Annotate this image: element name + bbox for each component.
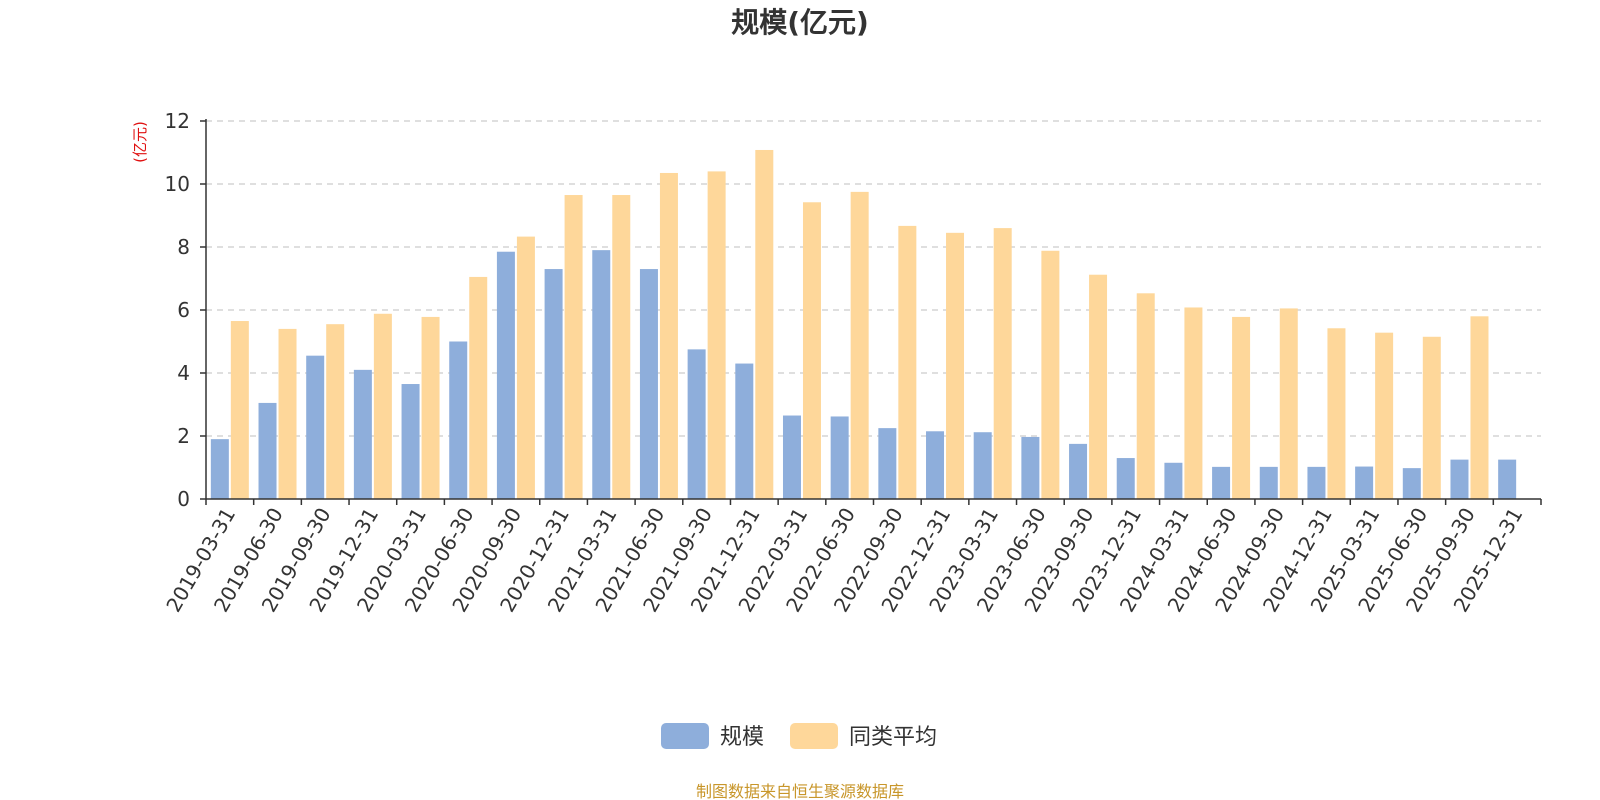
legend-swatch-scale [661,723,709,749]
y-tick-label: 0 [177,487,190,511]
chart-title: 规模(亿元) [731,6,869,39]
bar-peer-average [1470,316,1489,499]
bar-peer-average [1327,328,1346,499]
bar-scale [1307,466,1326,499]
bar-peer-average [850,191,869,499]
data-source-note: 制图数据来自恒生聚源数据库 [696,782,904,800]
bar-peer-average [1232,316,1251,499]
bar-scale [210,439,229,499]
y-axis-unit-label: (亿元) [131,121,149,163]
bar-scale [830,416,849,499]
bar-scale [353,369,372,499]
bar-scale [973,432,992,499]
bar-scale [782,415,801,499]
bar-peer-average [469,276,488,499]
bar-peer-average [230,321,249,499]
y-tick-label: 10 [165,172,190,196]
bar-peer-average [278,328,297,499]
bar-peer-average [993,228,1012,499]
x-axis-ticks: 2019-03-312019-06-302019-09-302019-12-31… [161,499,1542,616]
bar-scale [1164,462,1183,499]
bar-scale [449,341,468,499]
bar-scale [1402,468,1421,499]
bar-scale [1212,466,1231,499]
bar-peer-average [564,195,583,499]
bar-scale [258,402,277,499]
bar-peer-average [612,195,631,499]
bar-peer-average [659,172,678,499]
bar-scale [1116,458,1135,499]
bar-scale [1069,443,1088,499]
bar-peer-average [707,171,726,499]
bar-peer-average [1422,336,1441,499]
y-tick-label: 2 [177,424,190,448]
y-tick-label: 12 [165,109,190,133]
bar-scale [639,269,658,499]
bar-scale [306,355,325,499]
bar-scale [1498,459,1517,499]
bars [210,149,1517,500]
bar-scale [926,431,945,499]
bar-peer-average [755,149,774,500]
y-tick-label: 8 [177,235,190,259]
bar-peer-average [1184,307,1203,499]
bar-scale [687,349,706,499]
bar-scale [1021,436,1040,499]
bar-scale [496,251,515,499]
bar-peer-average [898,225,917,499]
bar-peer-average [516,236,535,500]
legend: 规模 同类平均 [661,723,937,750]
bar-peer-average [373,313,392,499]
bar-scale [878,428,897,499]
bar-scale [592,250,611,499]
y-axis-ticks: 0 2 4 6 8 10 12 [165,109,206,511]
bar-scale [1355,466,1374,499]
bar-peer-average [421,316,440,499]
bar-peer-average [326,324,345,499]
bar-peer-average [946,232,965,499]
bar-peer-average [1041,250,1060,499]
bar-scale [735,363,754,499]
legend-label-scale: 规模 [720,725,764,750]
y-tick-label: 6 [177,298,190,322]
bar-peer-average [1279,308,1298,499]
bar-peer-average [1375,332,1394,499]
bar-scale [1259,466,1278,499]
legend-label-peer-average: 同类平均 [849,725,937,750]
bar-scale [1450,459,1469,499]
y-tick-label: 4 [177,361,190,385]
legend-swatch-peer-average [790,723,838,749]
bar-scale [401,384,420,499]
bar-peer-average [1136,293,1155,499]
bar-peer-average [802,202,821,499]
bar-scale [544,269,563,499]
bar-peer-average [1089,274,1108,499]
